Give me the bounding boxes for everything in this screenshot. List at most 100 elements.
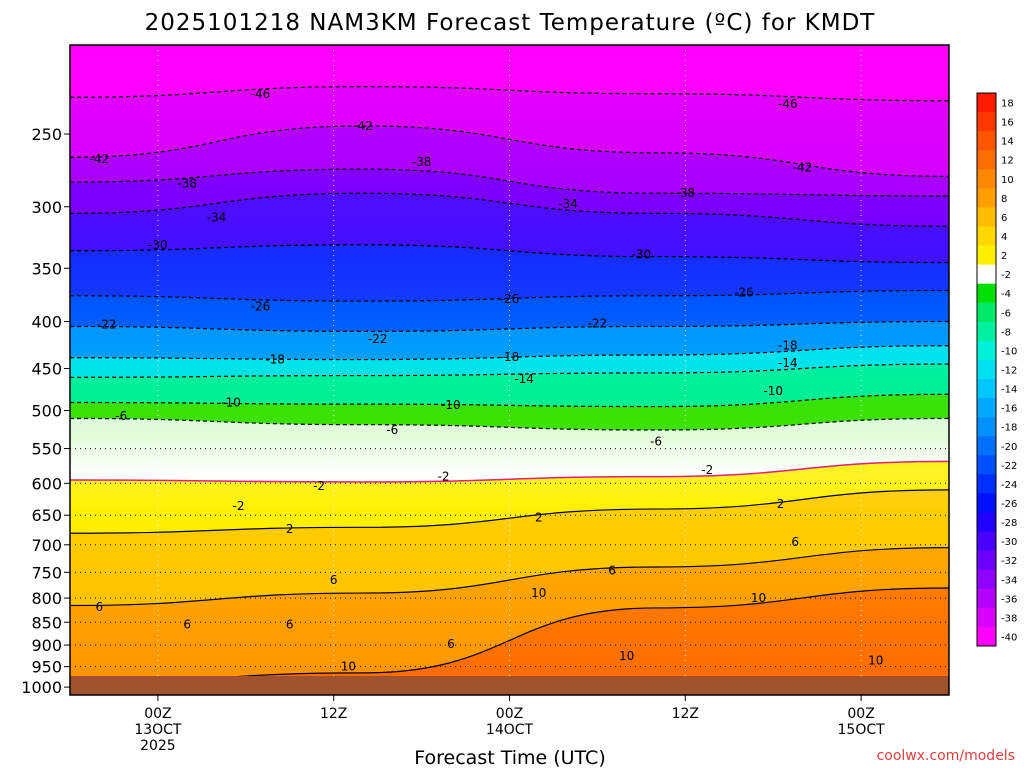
contour-label: -42 xyxy=(89,152,109,166)
colorbar-swatch xyxy=(977,493,996,514)
y-tick-label: 350 xyxy=(31,259,62,278)
y-tick-label: 750 xyxy=(31,563,62,582)
x-tick-label: 14OCT xyxy=(486,722,534,738)
contour-label: 10 xyxy=(751,591,766,605)
grid-lines xyxy=(70,45,949,695)
colorbar-frame xyxy=(976,92,997,647)
contour-label: 6 xyxy=(183,618,191,632)
colorbar-swatch xyxy=(977,626,996,647)
colorbar-swatch xyxy=(977,188,996,208)
contour-line xyxy=(70,489,949,534)
y-tick-label: 300 xyxy=(31,198,62,217)
colorbar-label: -4 xyxy=(1001,289,1011,300)
colorbar-label: -20 xyxy=(1001,442,1017,453)
contour-label: -2 xyxy=(232,499,244,513)
colorbar-swatch xyxy=(977,379,996,399)
contour-label: -42 xyxy=(353,119,373,133)
x-tick-label: 12Z xyxy=(672,706,699,722)
contour-line xyxy=(70,460,949,483)
contour-label: 10 xyxy=(341,660,356,674)
colorbar-label: -30 xyxy=(1001,537,1017,548)
temperature-band xyxy=(70,86,949,177)
contour-label: -18 xyxy=(500,350,520,364)
contour-label: -26 xyxy=(734,286,754,300)
colorbar-label: 12 xyxy=(1001,156,1014,167)
colorbar-swatch xyxy=(977,131,996,151)
x-axis-label: Forecast Time (UTC) xyxy=(414,747,605,768)
colorbar-swatch xyxy=(977,169,996,189)
contour-label: -2 xyxy=(701,463,713,477)
contour-label: -22 xyxy=(588,317,608,331)
contour-label: 2 xyxy=(286,522,294,536)
colorbar-swatch xyxy=(977,359,996,380)
contour-label: -46 xyxy=(251,87,271,101)
contour-label: -2 xyxy=(313,479,325,493)
colorbar-label: -8 xyxy=(1001,327,1011,338)
contour-label: -2 xyxy=(438,470,450,484)
contour-label: -38 xyxy=(412,155,432,169)
colorbar-label: -40 xyxy=(1001,632,1017,643)
colorbar-swatch xyxy=(977,417,996,437)
colorbar-swatch xyxy=(977,550,996,571)
y-tick-label: 850 xyxy=(31,613,62,632)
contour-label: -22 xyxy=(368,332,388,346)
colorbar-label: 4 xyxy=(1001,232,1007,243)
x-tick-label: 00Z xyxy=(496,706,523,722)
contour-label: -18 xyxy=(265,353,285,367)
colorbar-label: -38 xyxy=(1001,613,1017,624)
temperature-band xyxy=(70,345,949,378)
colorbar-label: -36 xyxy=(1001,594,1017,605)
contour-label: 10 xyxy=(619,649,634,663)
contour-label: 6 xyxy=(608,564,616,578)
contour-label: -22 xyxy=(97,318,117,332)
temperature-band xyxy=(70,394,949,431)
colorbar-swatch xyxy=(977,512,996,533)
colorbar-swatch xyxy=(977,112,996,132)
colorbar-label: -2 xyxy=(1001,270,1011,281)
contour-label: -10 xyxy=(221,396,241,410)
contour-label: -14 xyxy=(514,372,534,386)
colorbar-label: -16 xyxy=(1001,404,1017,415)
temperature-band xyxy=(70,587,949,695)
colorbar-label: -10 xyxy=(1001,346,1017,357)
y-tick-label: 650 xyxy=(31,506,62,525)
colorbar-label: -26 xyxy=(1001,499,1017,510)
contour-label: -34 xyxy=(558,197,578,211)
colorbar-swatch xyxy=(977,436,996,456)
contour-label: -14 xyxy=(778,356,798,370)
x-tick-label: 00Z xyxy=(847,706,874,722)
colorbar-label: -34 xyxy=(1001,575,1017,586)
temperature-band xyxy=(70,489,949,606)
y-tick-label: 1000 xyxy=(21,678,62,697)
contour-label: 6 xyxy=(286,618,294,632)
colorbar-label: -28 xyxy=(1001,518,1017,529)
x-tick-label: 13OCT xyxy=(134,722,182,738)
plot-area: -46-46-42-42-42-38-38-38-34-34-30-30-26-… xyxy=(70,45,949,695)
contour-label: -6 xyxy=(386,423,398,437)
contour-label: -6 xyxy=(115,409,127,423)
x-tick-label: 15OCT xyxy=(838,722,886,738)
y-tick-label: 500 xyxy=(31,402,62,421)
contour-label: 6 xyxy=(447,637,455,651)
contour-label: -38 xyxy=(177,176,197,190)
y-tick-label: 550 xyxy=(31,440,62,459)
temperature-band xyxy=(70,169,949,227)
contour-label: 2 xyxy=(777,497,785,511)
colorbar-label: 2 xyxy=(1001,251,1007,262)
colorbar-label: 10 xyxy=(1001,175,1014,186)
colorbar-label: -14 xyxy=(1001,385,1017,396)
colorbar-label: -18 xyxy=(1001,423,1017,434)
colorbar-swatch xyxy=(977,531,996,552)
contour-label: 6 xyxy=(95,600,103,614)
colorbar-label: 16 xyxy=(1001,118,1014,129)
contour-label: 6 xyxy=(791,535,799,549)
colorbar-swatch xyxy=(977,207,996,227)
isotherm-contours xyxy=(70,86,949,684)
contour-label: -30 xyxy=(632,247,652,261)
colorbar-label: -6 xyxy=(1001,308,1011,319)
y-tick-label: 250 xyxy=(31,125,62,144)
colorbar-swatch xyxy=(977,226,996,247)
colorbar-swatch xyxy=(977,302,996,323)
colorbar-swatch xyxy=(977,455,996,475)
